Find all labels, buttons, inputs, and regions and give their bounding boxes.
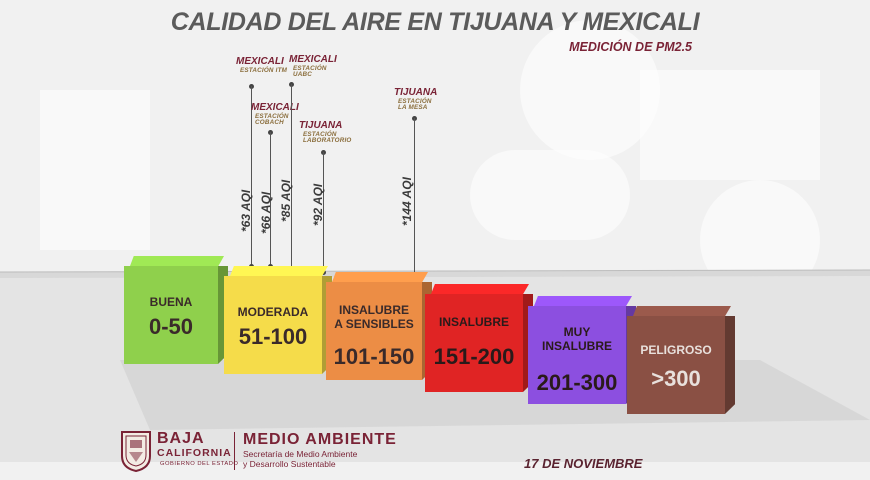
category-cube: INSALUBRE 151-200 bbox=[425, 284, 533, 392]
category-range: 0-50 bbox=[148, 314, 194, 339]
station-city: TIJUANA bbox=[299, 120, 343, 131]
agency-subtitle: Secretaría de Medio Ambiente y Desarroll… bbox=[243, 449, 358, 470]
cube-top bbox=[130, 256, 224, 266]
station-detail: ESTACIÓN bbox=[398, 97, 432, 105]
page-subtitle: MEDICIÓN DE PM2.5 bbox=[569, 40, 692, 54]
station-pointer-line bbox=[414, 118, 415, 278]
category-label-line1: BUENA bbox=[149, 295, 193, 309]
station-detail-name: LABORATORIO bbox=[303, 137, 352, 145]
category-cube: PELIGROSO >300 bbox=[627, 306, 735, 414]
agency-name: MEDIO AMBIENTE bbox=[243, 431, 397, 448]
cube-front: MUY INSALUBRE 201-300 bbox=[528, 306, 626, 404]
category-range: >300 bbox=[651, 366, 701, 391]
station-label: TIJUANA ESTACIÓN LA MESA bbox=[394, 87, 438, 112]
station-city: MEXICALI bbox=[251, 102, 299, 113]
station-detail: ESTACIÓN bbox=[255, 112, 289, 120]
cube-front: MODERADA 51-100 bbox=[224, 276, 322, 374]
category-label: INSALUBRE A SENSIBLES bbox=[326, 303, 422, 332]
station-aqi-value: *92 AQI bbox=[311, 183, 325, 226]
station-detail-name: UABC bbox=[293, 71, 312, 79]
state-name-line1: BAJA bbox=[157, 430, 205, 447]
cube-side bbox=[725, 316, 735, 414]
station-detail-name: LA MESA bbox=[398, 104, 428, 112]
state-government-label: GOBIERNO DEL ESTADO bbox=[160, 461, 239, 467]
category-cube: MODERADA 51-100 bbox=[224, 266, 332, 374]
category-range: 201-300 bbox=[536, 370, 618, 395]
category-range: 101-150 bbox=[333, 344, 415, 369]
background-shape bbox=[640, 70, 820, 180]
category-label: MUY INSALUBRE bbox=[528, 325, 626, 354]
station-detail: ESTACIÓN bbox=[303, 130, 337, 138]
report-date: 17 DE NOVIEMBRE bbox=[524, 456, 643, 471]
category-label-line1: PELIGROSO bbox=[640, 343, 712, 357]
category-label-line2: INSALUBRE bbox=[541, 338, 612, 353]
category-label: BUENA bbox=[124, 295, 218, 310]
category-label: MODERADA bbox=[224, 305, 322, 320]
state-name-line2: CALIFORNIA bbox=[157, 447, 232, 459]
footer-divider bbox=[234, 432, 235, 470]
cube-side bbox=[218, 266, 228, 364]
station-pointer-line bbox=[323, 152, 324, 272]
station-pointer-line bbox=[270, 132, 271, 266]
station-city: MEXICALI bbox=[236, 56, 284, 67]
cube-front: INSALUBRE 151-200 bbox=[425, 294, 523, 392]
station-aqi-value: *66 AQI bbox=[259, 191, 273, 234]
cube-top bbox=[230, 266, 328, 276]
category-label-line1: INSALUBRE bbox=[338, 303, 409, 317]
agency-subtitle-line2: y Desarrollo Sustentable bbox=[243, 458, 336, 469]
station-label: MEXICALI ESTACIÓN ITM bbox=[236, 56, 288, 74]
category-cube: INSALUBRE A SENSIBLES 101-150 bbox=[326, 272, 432, 380]
cube-front: PELIGROSO >300 bbox=[627, 316, 725, 414]
station-label: MEXICALI ESTACIÓN UABC bbox=[289, 54, 337, 79]
cube-top bbox=[534, 296, 632, 306]
category-cube: MUY INSALUBRE 201-300 bbox=[528, 296, 636, 404]
station-label: MEXICALI ESTACIÓN COBACH bbox=[251, 102, 299, 127]
cube-front: INSALUBRE A SENSIBLES 101-150 bbox=[326, 282, 422, 380]
cube-front: BUENA 0-50 bbox=[124, 266, 218, 364]
station-detail: ESTACIÓN bbox=[293, 64, 327, 72]
background-shape bbox=[470, 150, 630, 240]
category-label-line2: A SENSIBLES bbox=[334, 316, 414, 331]
category-label-line1: INSALUBRE bbox=[438, 315, 509, 329]
category-cube: BUENA 0-50 bbox=[124, 256, 228, 364]
category-range: 51-100 bbox=[238, 324, 308, 349]
category-label-line1: MUY bbox=[563, 325, 591, 339]
agency-subtitle-line1: Secretaría de Medio Ambiente bbox=[243, 449, 358, 459]
station-aqi-value: *63 AQI bbox=[239, 189, 253, 232]
cube-top bbox=[633, 306, 731, 316]
station-aqi-value: *85 AQI bbox=[279, 179, 293, 222]
station-pointer-line bbox=[291, 84, 292, 272]
station-detail: ESTACIÓN ITM bbox=[240, 66, 288, 74]
station-city: MEXICALI bbox=[289, 54, 337, 65]
cube-top bbox=[332, 272, 428, 282]
station-pointer-line bbox=[251, 86, 252, 266]
state-seal-icon bbox=[121, 431, 151, 472]
station-detail-name: COBACH bbox=[255, 119, 284, 127]
category-label: PELIGROSO bbox=[627, 343, 725, 358]
background-shape bbox=[520, 20, 660, 160]
station-city: TIJUANA bbox=[394, 87, 438, 98]
station-aqi-value: *144 AQI bbox=[400, 177, 414, 226]
category-label: INSALUBRE bbox=[425, 315, 523, 330]
page-title: CALIDAD DEL AIRE EN TIJUANA Y MEXICALI bbox=[170, 8, 700, 36]
category-label-line1: MODERADA bbox=[237, 305, 309, 319]
station-label: TIJUANA ESTACIÓN LABORATORIO bbox=[299, 120, 352, 145]
cube-top bbox=[431, 284, 529, 294]
background-shape bbox=[40, 90, 150, 250]
category-range: 151-200 bbox=[433, 344, 515, 369]
